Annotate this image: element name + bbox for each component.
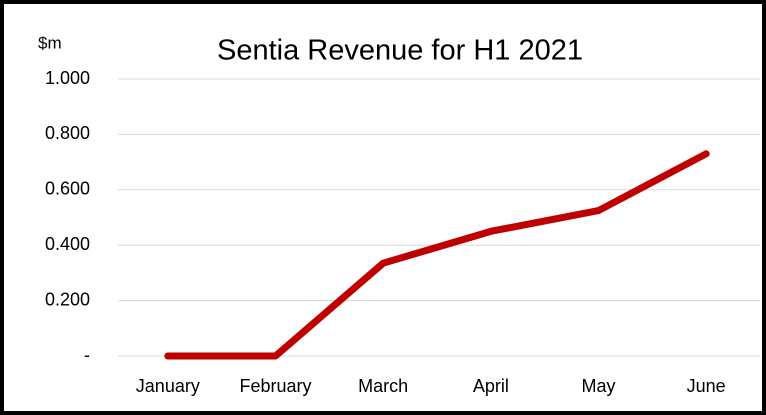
x-tick-label: March (358, 376, 408, 396)
line-series (164, 150, 710, 360)
x-tick-label: April (473, 376, 509, 396)
y-tick-label: 0.400 (45, 234, 90, 254)
y-tick-label: 0.800 (45, 123, 90, 143)
x-tick-label: February (239, 376, 311, 396)
y-tick-label: 0.600 (45, 179, 90, 199)
y-tick-label: - (84, 345, 90, 365)
x-tick-label: June (687, 376, 726, 396)
y-axis-label: $m (38, 33, 62, 52)
chart-title: Sentia Revenue for H1 2021 (217, 35, 583, 67)
y-tick-label: 1.000 (45, 68, 90, 88)
x-tick-label: May (581, 376, 615, 396)
x-tick-label: January (136, 376, 200, 396)
y-tick-label: 0.200 (45, 289, 90, 309)
